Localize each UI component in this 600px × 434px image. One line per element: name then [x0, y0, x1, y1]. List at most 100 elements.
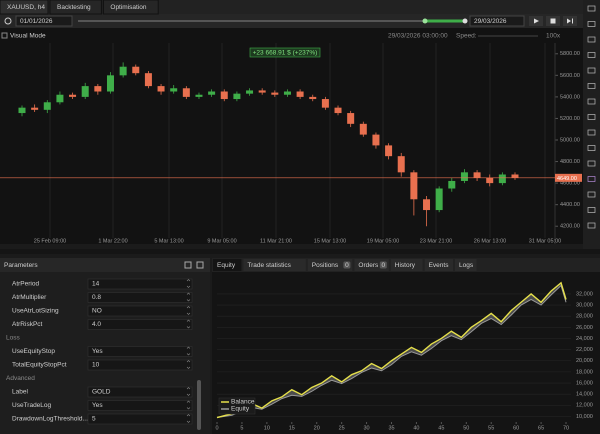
y-tick-label: 32,000 — [576, 291, 593, 297]
bottom-tab[interactable] — [307, 259, 353, 271]
tool-icon[interactable] — [587, 160, 596, 167]
y-tick-label: 5400.00 — [560, 94, 580, 100]
candle-body — [258, 90, 266, 93]
tool-icon[interactable] — [587, 36, 596, 43]
x-tick-label: 15 — [289, 425, 295, 431]
param-input[interactable] — [87, 278, 193, 290]
candle-body — [321, 99, 329, 108]
equity-panel — [212, 258, 600, 434]
x-tick-label: 35 — [388, 425, 394, 431]
settings-icon[interactable] — [4, 17, 12, 25]
param-input[interactable] — [87, 400, 193, 411]
tool-icon[interactable] — [587, 145, 596, 151]
bottom-tab[interactable] — [424, 259, 453, 271]
candle-body — [460, 172, 468, 181]
tab[interactable] — [49, 0, 102, 15]
tab[interactable] — [0, 0, 49, 15]
param-name: TotalEquityStopPct — [12, 362, 67, 369]
tool-icon[interactable] — [587, 176, 596, 182]
tool-icon[interactable] — [587, 67, 596, 74]
badge — [343, 261, 351, 269]
param-input[interactable] — [87, 319, 193, 330]
progress-handle-end[interactable] — [462, 18, 468, 24]
candle-body — [271, 92, 279, 95]
y-tick-label: 24,000 — [576, 336, 593, 342]
spin-icon[interactable] — [186, 279, 191, 288]
tool-icon[interactable] — [587, 222, 596, 229]
speed-label: Speed: — [456, 33, 477, 40]
y-tick-label: 20,000 — [576, 358, 593, 364]
legend-label: Equity — [231, 406, 250, 413]
y-tick-label: 5600.00 — [560, 73, 580, 79]
candle-body — [473, 172, 481, 178]
candle-body — [372, 134, 380, 146]
tool-icon[interactable] — [587, 52, 596, 58]
bottom-tab[interactable] — [390, 259, 423, 271]
bottom-tab-label: Trade statistics — [247, 262, 291, 269]
candle-body — [106, 75, 114, 92]
panel-icon[interactable] — [196, 261, 204, 269]
candle-body — [334, 107, 342, 114]
spin-icon[interactable] — [186, 387, 191, 396]
scrollbar[interactable] — [197, 380, 201, 430]
tool-icon[interactable] — [587, 98, 596, 105]
candle-body — [397, 156, 405, 173]
candle-body — [410, 172, 418, 200]
end-date-box[interactable] — [469, 15, 525, 27]
bottom-tab[interactable] — [243, 259, 306, 271]
candle-body — [296, 91, 304, 97]
spin-icon[interactable] — [186, 292, 191, 302]
x-tick-label: 70 — [563, 425, 569, 431]
spin-icon[interactable] — [186, 414, 191, 423]
tool-icon[interactable] — [587, 114, 596, 120]
y-tick-label: 26,000 — [576, 325, 593, 331]
tool-icon[interactable] — [587, 207, 596, 213]
start-date-box[interactable] — [15, 15, 73, 27]
parameters-title: Parameters — [4, 262, 38, 269]
parameters-header — [0, 258, 210, 272]
y-tick-label: 30,000 — [576, 303, 593, 309]
y-tick-label: 4200.00 — [560, 224, 580, 230]
param-input[interactable] — [87, 386, 193, 398]
candle-body — [309, 96, 317, 100]
tool-icon[interactable] — [587, 5, 596, 12]
candle-body — [498, 174, 506, 184]
visual-mode-checkbox[interactable] — [1, 32, 8, 39]
y-tick-label: 18,000 — [576, 369, 593, 375]
param-value: 0.8 — [92, 294, 101, 301]
tool-icon[interactable] — [587, 21, 596, 27]
bottom-tab[interactable] — [213, 259, 242, 271]
spin-icon[interactable] — [186, 360, 191, 369]
param-input[interactable] — [87, 413, 193, 425]
y-tick-label: 5200.00 — [560, 116, 580, 122]
candle-body — [94, 86, 102, 92]
tab[interactable] — [102, 0, 159, 15]
param-input[interactable] — [87, 305, 193, 317]
play-icon — [534, 18, 539, 24]
spin-icon[interactable] — [186, 346, 191, 356]
x-tick-label: 5 — [240, 425, 243, 431]
x-tick-label: 26 Mar 13:00 — [474, 238, 506, 244]
spin-icon[interactable] — [186, 400, 191, 410]
spin-icon[interactable] — [186, 306, 191, 315]
y-tick-label: 4800.00 — [560, 159, 580, 165]
param-input[interactable] — [87, 346, 193, 357]
visual-mode-time: 29/03/2026 03:00:00 — [388, 33, 448, 40]
param-input[interactable] — [87, 292, 193, 303]
candle-body — [195, 94, 203, 97]
tool-icon[interactable] — [587, 83, 596, 89]
x-tick-label: 5 Mar 13:00 — [154, 238, 183, 244]
candle-body — [233, 93, 241, 100]
bottom-tab[interactable] — [455, 259, 477, 271]
param-value: Yes — [92, 348, 103, 355]
x-tick-label: 10 — [264, 425, 270, 431]
candle-body — [347, 113, 355, 124]
spin-icon[interactable] — [186, 319, 191, 329]
param-input[interactable] — [87, 359, 193, 371]
y-tick-label: 12,000 — [576, 403, 593, 409]
tool-icon[interactable] — [587, 191, 596, 198]
panel-icon[interactable] — [184, 261, 192, 269]
section-label: Loss — [6, 335, 20, 342]
tool-icon[interactable] — [587, 129, 596, 136]
progress-handle[interactable] — [422, 18, 428, 24]
